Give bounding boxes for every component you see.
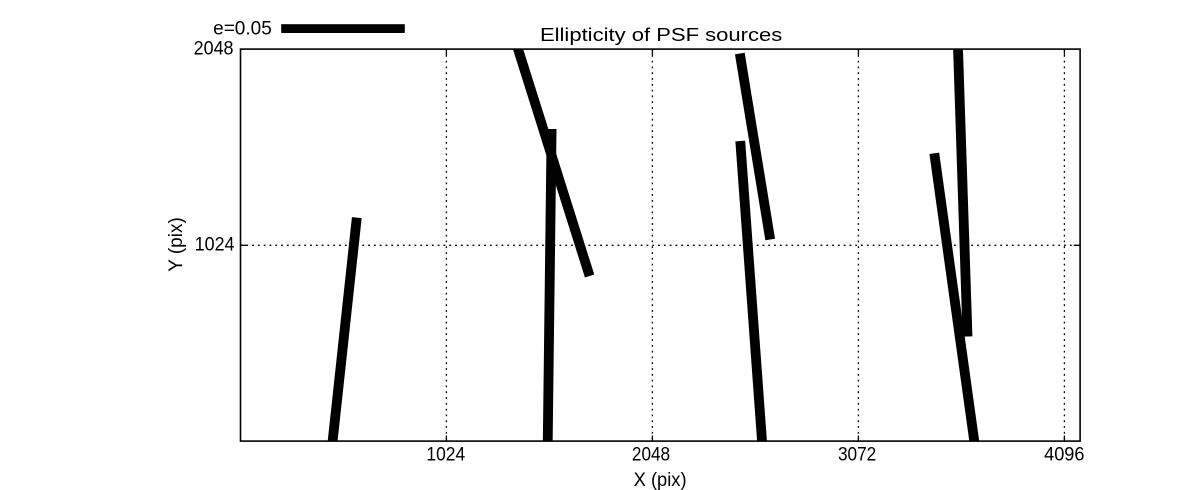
svg-text:3072: 3072 bbox=[838, 444, 876, 465]
svg-text:2048: 2048 bbox=[194, 37, 234, 59]
svg-text:1024: 1024 bbox=[426, 444, 465, 465]
svg-text:1024: 1024 bbox=[195, 233, 235, 255]
svg-text:X (pix): X (pix) bbox=[634, 469, 687, 490]
svg-text:Ellipticity of PSF sources: Ellipticity of PSF sources bbox=[540, 24, 782, 45]
svg-text:e=0.05: e=0.05 bbox=[213, 19, 272, 40]
svg-text:Y (pix): Y (pix) bbox=[166, 217, 187, 272]
svg-text:2048: 2048 bbox=[632, 444, 670, 465]
svg-text:4096: 4096 bbox=[1044, 443, 1084, 464]
